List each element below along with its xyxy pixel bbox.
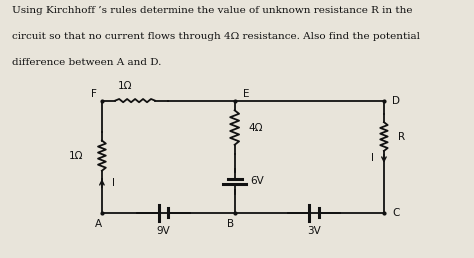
- Text: E: E: [243, 88, 250, 99]
- Text: R: R: [398, 132, 405, 142]
- Text: Using Kirchhoff ’s rules determine the value of unknown resistance R in the: Using Kirchhoff ’s rules determine the v…: [12, 6, 412, 15]
- Text: C: C: [392, 208, 400, 218]
- Text: circuit so that no current flows through 4Ω resistance. Also find the potential: circuit so that no current flows through…: [12, 32, 420, 41]
- Text: 1Ω: 1Ω: [118, 81, 132, 91]
- Text: I: I: [112, 178, 115, 188]
- Text: difference between A and D.: difference between A and D.: [12, 58, 161, 67]
- Text: A: A: [94, 219, 102, 229]
- Text: 9V: 9V: [156, 226, 171, 236]
- Text: D: D: [392, 96, 401, 106]
- Text: 4Ω: 4Ω: [249, 123, 264, 133]
- Text: F: F: [91, 88, 97, 99]
- Text: 1Ω: 1Ω: [69, 151, 83, 161]
- Text: B: B: [227, 219, 235, 229]
- Text: I: I: [371, 154, 374, 164]
- Text: 6V: 6V: [250, 176, 264, 187]
- Text: 3V: 3V: [307, 226, 321, 236]
